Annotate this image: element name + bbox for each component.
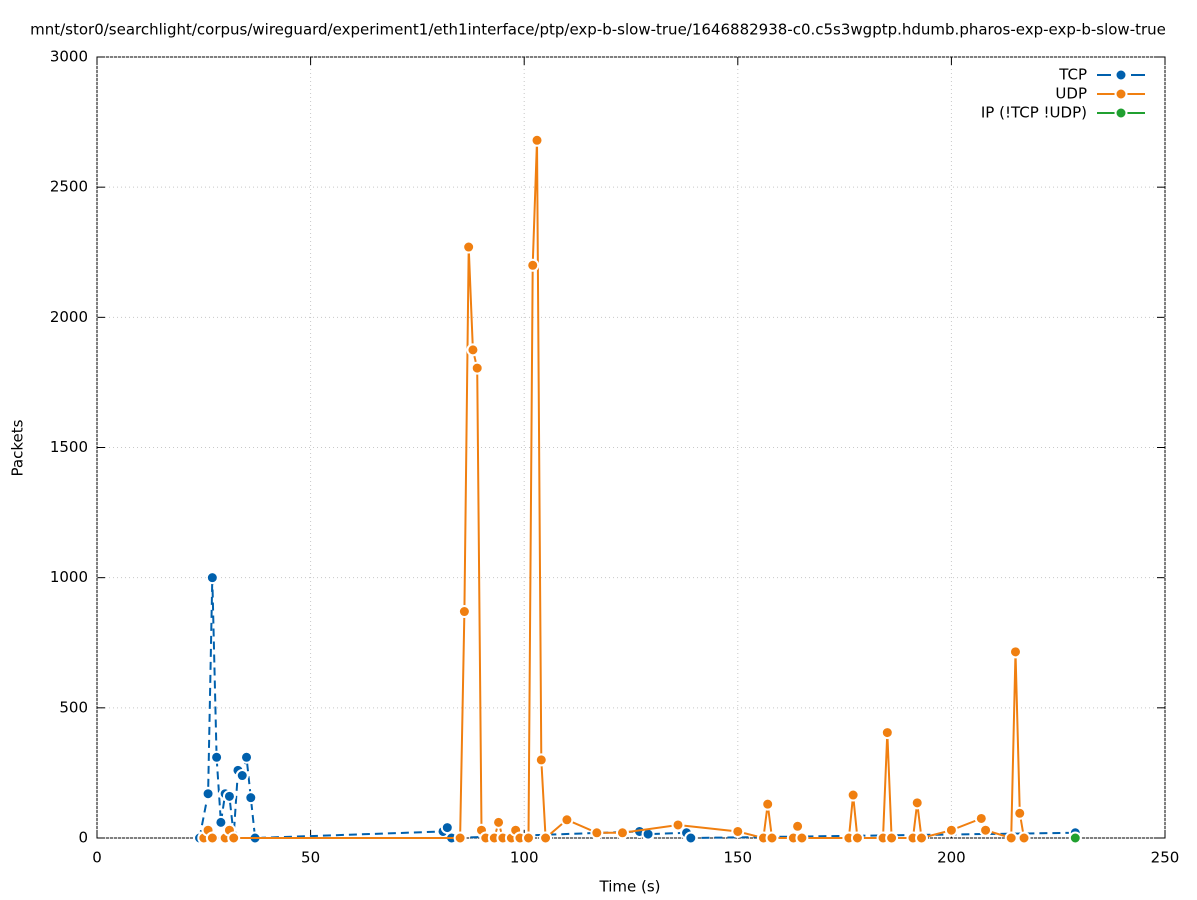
data-point — [880, 726, 894, 740]
data-point — [731, 824, 745, 838]
y-tick-label: 0 — [78, 829, 88, 847]
data-point — [466, 343, 480, 357]
data-point — [492, 815, 506, 829]
data-point — [560, 813, 574, 827]
data-point — [534, 753, 548, 767]
x-tick-label: 250 — [1151, 849, 1180, 867]
data-point — [671, 818, 685, 832]
legend-label: UDP — [1055, 85, 1087, 103]
data-point — [885, 831, 899, 845]
data-point — [201, 787, 215, 801]
data-point — [244, 791, 258, 805]
data-point — [1004, 831, 1018, 845]
y-tick-label: 2500 — [50, 178, 88, 196]
y-tick-label: 3000 — [50, 48, 88, 66]
data-point — [944, 823, 958, 837]
data-point — [795, 831, 809, 845]
x-tick-label: 150 — [723, 849, 752, 867]
data-point — [210, 750, 224, 764]
legend-marker — [1114, 87, 1128, 101]
data-point — [440, 821, 454, 835]
data-point — [761, 797, 775, 811]
legend-marker — [1114, 106, 1128, 120]
y-tick-label: 2000 — [50, 308, 88, 326]
data-point — [240, 750, 254, 764]
data-point — [462, 240, 476, 254]
data-point — [684, 831, 698, 845]
data-point — [227, 831, 241, 845]
data-point — [457, 605, 471, 619]
series-line — [202, 140, 1025, 841]
data-point — [214, 815, 228, 829]
data-point — [205, 831, 219, 845]
x-axis-label: Time (s) — [599, 878, 661, 896]
data-point — [1013, 806, 1027, 820]
data-point — [910, 796, 924, 810]
x-tick-label: 200 — [937, 849, 966, 867]
data-point — [1017, 831, 1031, 845]
x-tick-label: 50 — [301, 849, 320, 867]
data-point — [914, 831, 928, 845]
data-point — [526, 258, 540, 272]
y-tick-label: 1500 — [50, 438, 88, 456]
data-point — [765, 831, 779, 845]
y-axis-label: Packets — [9, 419, 27, 476]
data-point — [1068, 831, 1082, 845]
x-tick-label: 0 — [92, 849, 102, 867]
legend-label: IP (!TCP !UDP) — [981, 104, 1087, 122]
data-point — [974, 811, 988, 825]
data-point — [791, 819, 805, 833]
data-point — [1008, 645, 1022, 659]
x-tick-label: 100 — [510, 849, 539, 867]
chart-title: mnt/stor0/searchlight/corpus/wireguard/e… — [30, 21, 1166, 39]
data-point — [470, 361, 484, 375]
data-point — [530, 133, 544, 147]
data-point — [850, 831, 864, 845]
data-point — [590, 826, 604, 840]
data-point — [521, 831, 535, 845]
y-tick-label: 1000 — [50, 568, 88, 586]
legend-label: TCP — [1058, 66, 1087, 84]
y-tick-label: 500 — [59, 698, 88, 716]
data-point — [539, 831, 553, 845]
data-point — [979, 823, 993, 837]
data-point — [205, 571, 219, 585]
data-point — [222, 789, 236, 803]
data-point — [846, 788, 860, 802]
data-point — [235, 769, 249, 783]
data-point — [453, 831, 467, 845]
legend-marker — [1114, 68, 1128, 82]
data-point — [615, 826, 629, 840]
